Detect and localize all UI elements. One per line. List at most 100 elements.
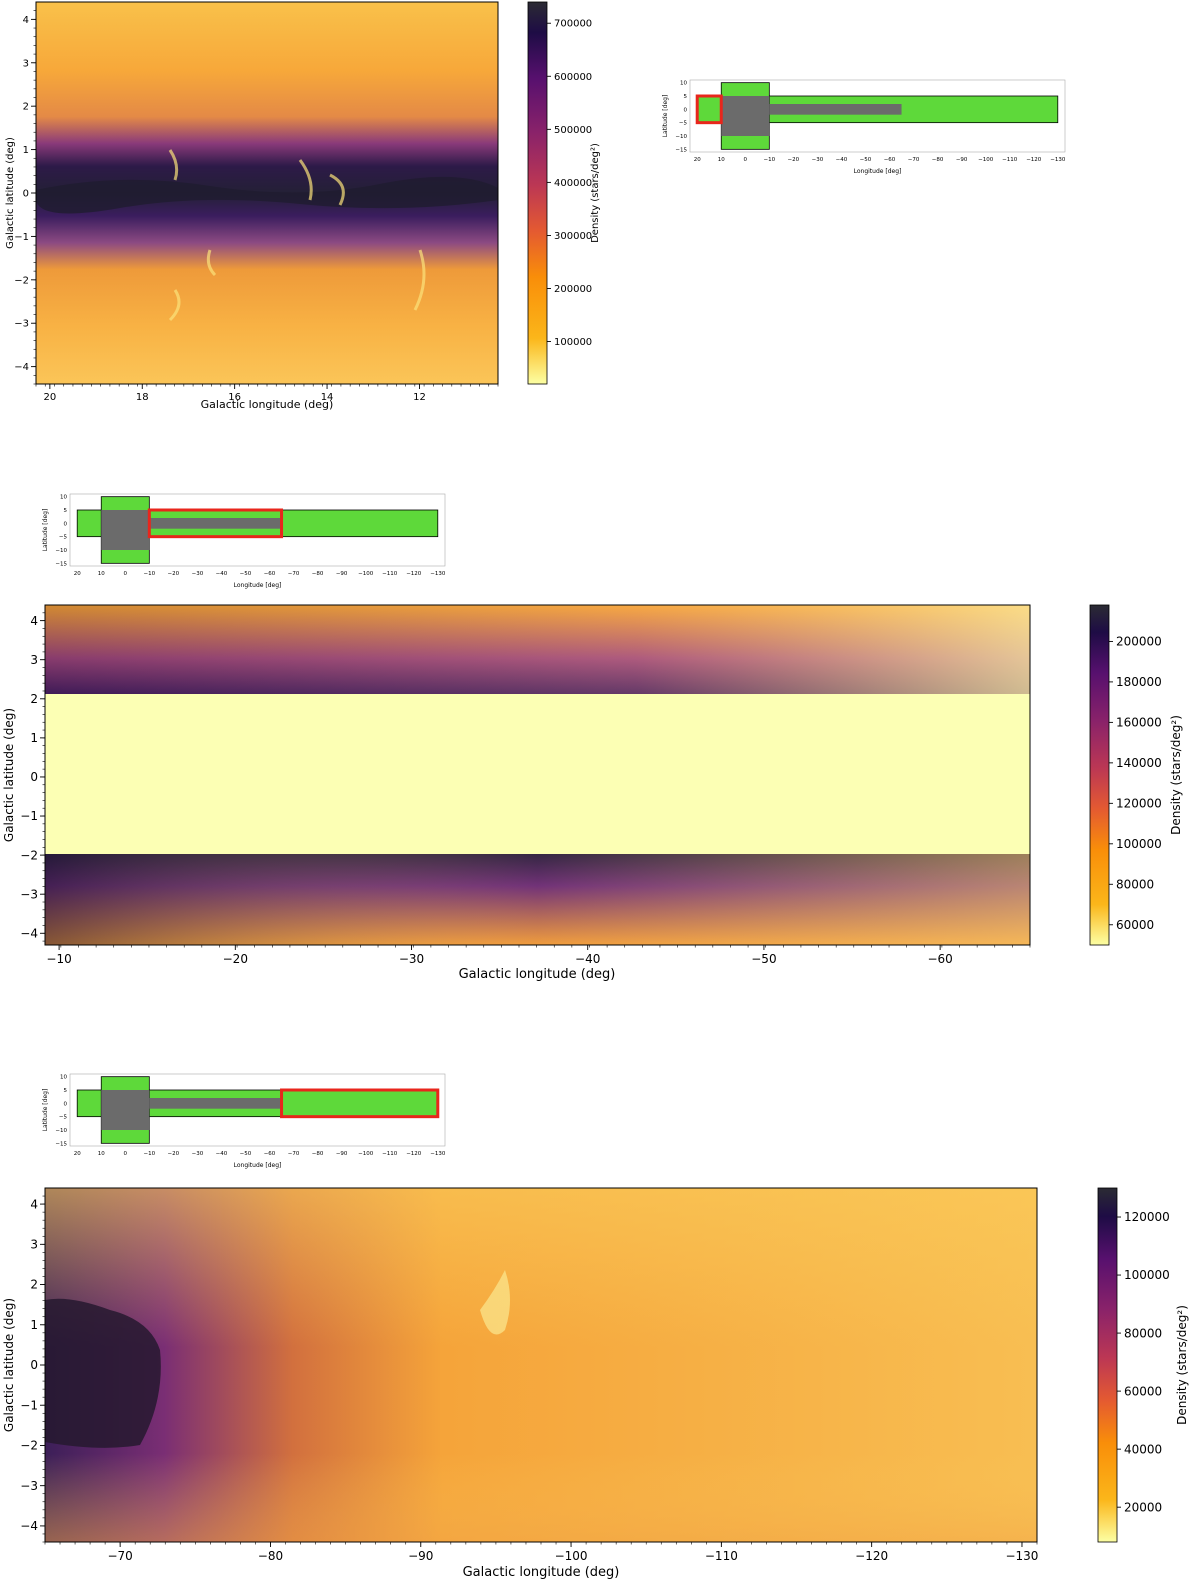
y-axis-label: Galactic latitude (deg) [2,708,16,842]
colorbar-label: Density (stars/deg²) [1169,715,1183,835]
x-tick-label: −70 [107,1549,132,1563]
colorbar-ticks: 100000 200000 300000 400000 500000 600000 7000… [547,19,592,348]
inset-y-tick-label: 10 [60,1075,67,1081]
inset-x-tick-label: 20 [74,571,81,577]
inset-x-label: Longitude [deg] [854,168,902,175]
inset-x-tick-label: −130 [430,1151,446,1157]
covered-strip [769,104,902,115]
y-tick-label: −3 [20,887,38,901]
inset-x-tick-label: −110 [382,571,398,577]
colorbar-tick-label: 140000 [1116,756,1162,770]
y-axis-label: Galactic latitude (deg) [5,137,16,249]
inset-y-label: Latitude [deg] [42,1089,49,1132]
inset-x-tick-label: 20 [694,157,701,163]
x-axis-label: Galactic longitude (deg) [201,398,334,411]
inset-y-tick-label: −15 [55,561,67,567]
inset-x-tick-label: 10 [98,571,105,577]
inset-x-tick-label: −30 [812,157,824,163]
colorbar [1089,604,1110,946]
survey-footprint-inset: 20 10 0 −10 −20 −30 −40 −50 −60 −70 −80 −90 −100 −110… [662,79,1066,175]
x-tick-label: −90 [408,1549,433,1563]
inset-x-tick-label: −100 [358,1151,374,1157]
inset-x-tick-label: −80 [312,1151,324,1157]
density-heatmap [45,605,1030,945]
inset-y-tick-label: 0 [684,107,688,113]
inset-x-tick-label: −10 [764,157,776,163]
x-tick-label: −20 [223,952,248,966]
highlight-box [695,94,723,125]
inset-y-tick-label: −5 [59,1115,68,1121]
y-tick-label: 3 [23,58,29,69]
inset-x-tick-label: −10 [144,571,156,577]
inset-y-tick-label: −15 [675,147,687,153]
x-tick-label: 16 [228,392,241,403]
covered-region [101,510,150,550]
inset-x-tick-label: 0 [124,1151,128,1157]
survey-footprint-inset: 20 10 0 −10 −20 −30 −40 −50 −60 −70 −80 −90 −100 −110… [42,493,446,589]
colorbar-label: Density (stars/deg²) [1175,1305,1189,1425]
inset-x-tick-label: 20 [74,1151,81,1157]
axes: −70 −80 −90 −100 −110 −120 −130 4 3 2 1 0 −1 −2 −3 −4 [20,1195,1038,1563]
y-tick-label: 3 [30,653,38,667]
colorbar-tick-label: 20000 [1124,1500,1162,1514]
y-tick-label: 2 [30,1278,38,1292]
inset-x-tick-label: 0 [744,157,748,163]
y-tick-label: 4 [30,614,38,628]
bottom-panel: −70 −80 −90 −100 −110 −120 −130 4 3 2 1 0 −1 −2 −3 −4 2… [2,1187,1189,1580]
inset-y-tick-label: 10 [680,81,687,87]
inset-x-tick-label: −40 [216,571,228,577]
inset-x-tick-label: −20 [168,1151,180,1157]
inset-x-label: Longitude [deg] [234,582,282,589]
inset-x-tick-label: −10 [144,1151,156,1157]
inset-x-tick-label: −80 [932,157,944,163]
y-tick-label: −4 [20,926,38,940]
y-tick-label: 4 [23,15,29,26]
colorbar-tick-label: 100000 [1116,837,1162,851]
y-tick-label: 1 [23,145,29,156]
inset-y-label: Latitude [deg] [42,509,49,552]
y-tick-label: 0 [23,189,29,200]
inset-x-tick-label: 10 [98,1151,105,1157]
y-tick-label: −3 [20,1479,38,1493]
x-axis-label: Galactic longitude (deg) [459,967,616,982]
colorbar-tick-label: 100000 [554,337,592,348]
inset-y-tick-label: −5 [59,535,68,541]
colorbar-tick-label: 80000 [1124,1326,1162,1340]
y-tick-label: 2 [23,102,29,113]
inset-x-tick-label: −70 [908,157,920,163]
plot-frame [44,604,1031,946]
x-tick-label: −80 [258,1549,283,1563]
inset-y-tick-label: −10 [675,134,687,140]
density-heatmap [36,2,498,384]
y-tick-label: −1 [20,809,38,823]
y-tick-label: −1 [14,232,29,243]
colorbar-tick-label: 180000 [1116,675,1162,689]
x-tick-label: −130 [1005,1549,1038,1563]
colorbar-tick-label: 120000 [1116,797,1162,811]
inset-x-tick-label: 10 [718,157,725,163]
x-axis-label: Galactic longitude (deg) [463,1565,620,1580]
top-panel: 20 18 16 14 12 4 3 2 1 0 −1 −2 −3 −4 100000 200000 3000… [5,1,601,411]
survey-footprint-inset: 20 10 0 −10 −20 −30 −40 −50 −60 −70 −80 −90 −100 −110… [42,1073,446,1169]
x-tick-label: −110 [705,1549,738,1563]
inset-x-tick-label: −130 [1050,157,1066,163]
x-tick-label: 20 [43,392,56,403]
inset-x-tick-label: −100 [978,157,994,163]
inset-x-tick-label: −20 [788,157,800,163]
covered-region [101,1090,150,1130]
colorbar-tick-label: 200000 [1116,635,1162,649]
inset-x-tick-label: −110 [382,1151,398,1157]
inset-y-tick-label: −15 [55,1141,67,1147]
x-tick-label: −50 [751,952,776,966]
y-tick-label: 1 [30,731,38,745]
y-tick-label: 0 [30,770,38,784]
inset-x-tick-label: −120 [1026,157,1042,163]
inset-x-tick-label: −50 [240,1151,252,1157]
inset-x-tick-label: −50 [860,157,872,163]
inset-x-tick-label: −120 [406,571,422,577]
inset-y-tick-label: 5 [64,508,68,514]
axes: 20 18 16 14 12 4 3 2 1 0 −1 −2 −3 −4 [14,10,499,403]
inset-x-tick-label: −110 [1002,157,1018,163]
colorbar-tick-label: 80000 [1116,877,1154,891]
colorbar-tick-label: 400000 [554,178,592,189]
